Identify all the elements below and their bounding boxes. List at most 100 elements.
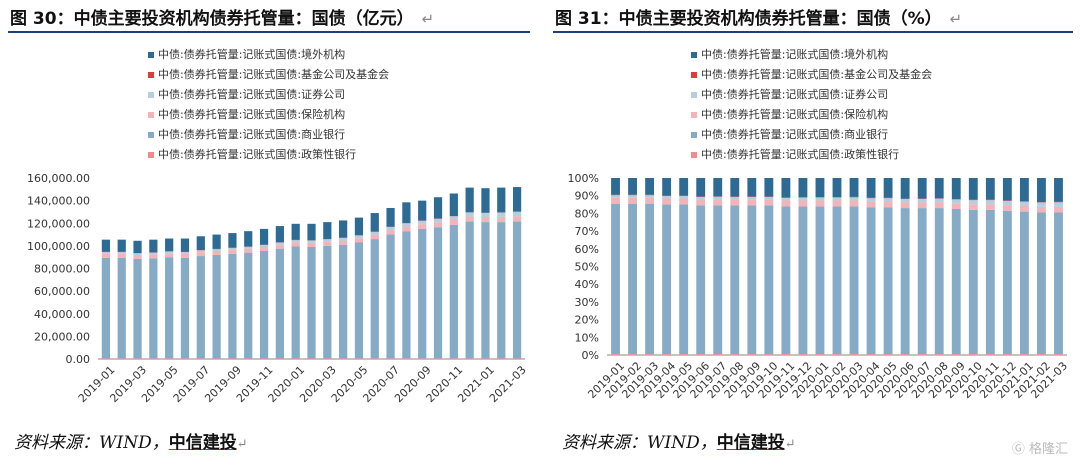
return-mark-icon: ↵ [949,10,963,28]
legend-swatch [691,52,697,58]
bar-segment [1054,206,1063,213]
y-tick-label: 80% [575,207,599,220]
bar-segment [832,200,842,207]
bar-segment [433,197,443,219]
figure-31-title-text: 图 31：中债主要投资机构债券托管量：国债（%） [555,9,942,29]
bar-segment [1019,201,1029,206]
bar-segment [1019,205,1029,212]
bar-segment [866,198,876,202]
y-tick-label: 40% [575,278,599,291]
bar-segment [628,195,637,198]
bar-segment [133,240,142,254]
watermark-text: 格隆汇 [1028,442,1068,457]
source-prefix: 资料来源：WIND， [14,433,169,453]
bar-segment [512,358,522,359]
bar-segment [900,178,910,199]
bar-segment [449,219,458,225]
bar-segment [244,248,253,253]
bar-segment [212,234,221,249]
bar-segment [465,212,474,217]
bar-segment [781,197,791,201]
bar-segment [1002,200,1012,206]
bar-segment [370,234,379,240]
bar-segment [370,213,379,232]
bar-segment [307,223,316,241]
bar-segment [339,358,348,359]
bar-segment [679,204,689,355]
bar-segment [1054,202,1063,207]
bar-segment [386,234,395,359]
bar-segment [481,358,490,359]
figure-31-rule [553,31,1073,33]
bar-segment [386,230,395,235]
bar-segment [307,358,316,359]
bar-segment [1037,212,1046,355]
bar-segment [1037,202,1046,207]
bar-segment [628,197,637,204]
bar-segment [985,209,995,355]
bar-segment [985,200,995,205]
bar-segment [354,242,364,359]
bar-segment [433,222,443,228]
bar-segment [883,354,893,355]
bar-segment [747,205,757,355]
bar-segment [101,257,111,359]
bar-segment [497,212,506,217]
bar-segment [832,206,842,355]
y-tick-label: 90% [575,190,599,203]
bar-segment [212,250,221,255]
bar-segment [323,239,332,242]
bar-segment [917,202,927,209]
y-tick-label: 40,000.00 [34,308,90,321]
bar-segment [418,220,427,225]
bar-segment [291,246,300,359]
bar-segment [934,178,944,199]
bar-segment [730,178,740,197]
y-tick-label: 160,000.00 [27,172,90,185]
bar-segment [917,354,927,355]
bar-segment [497,222,506,359]
legend-entry: 中债:债券托管量:记账式国债:证券公司 [701,87,888,101]
bar-segment [481,217,490,223]
bar-segment [611,197,620,204]
return-mark-icon: ↵ [236,437,248,452]
bar-segment [968,354,978,355]
bar-segment [465,358,474,359]
bar-segment [849,206,859,355]
legend-entry: 中债:债券托管量:记账式国债:政策性银行 [158,147,356,161]
bar-segment [465,216,474,222]
legend-entry: 中债:债券托管量:记账式国债:保险机构 [158,107,345,121]
bar-segment [662,196,672,199]
y-tick-label: 30% [575,296,599,309]
y-tick-label: 10% [575,331,599,344]
legend-swatch [691,132,697,138]
bar-segment [662,178,672,196]
bar-segment [275,358,284,359]
bar-segment [323,241,332,246]
bar-segment [180,257,190,359]
bar-segment [730,354,740,355]
legend-entry: 中债:债券托管量:记账式国债:证券公司 [158,87,345,101]
bar-segment [815,354,825,355]
bar-segment [611,178,620,195]
bar-segment [149,258,158,359]
legend-swatch [148,92,154,98]
return-mark-icon: ↵ [784,437,796,452]
bar-segment [244,358,253,359]
bar-segment [354,235,364,239]
bar-segment [180,238,190,252]
bar-segment [149,239,158,253]
y-tick-label: 140,000.00 [27,195,90,208]
bar-segment [934,198,944,203]
bar-segment [101,358,111,359]
source-link[interactable]: 中信建投 [168,433,237,453]
bar-segment [696,205,706,355]
bar-segment [679,354,689,355]
source-link[interactable]: 中信建投 [716,433,785,453]
bar-segment [611,354,620,355]
bar-segment [696,354,706,355]
legend-swatch [148,72,154,78]
bar-segment [645,203,655,355]
bar-segment [747,178,757,197]
bar-segment [611,203,620,355]
